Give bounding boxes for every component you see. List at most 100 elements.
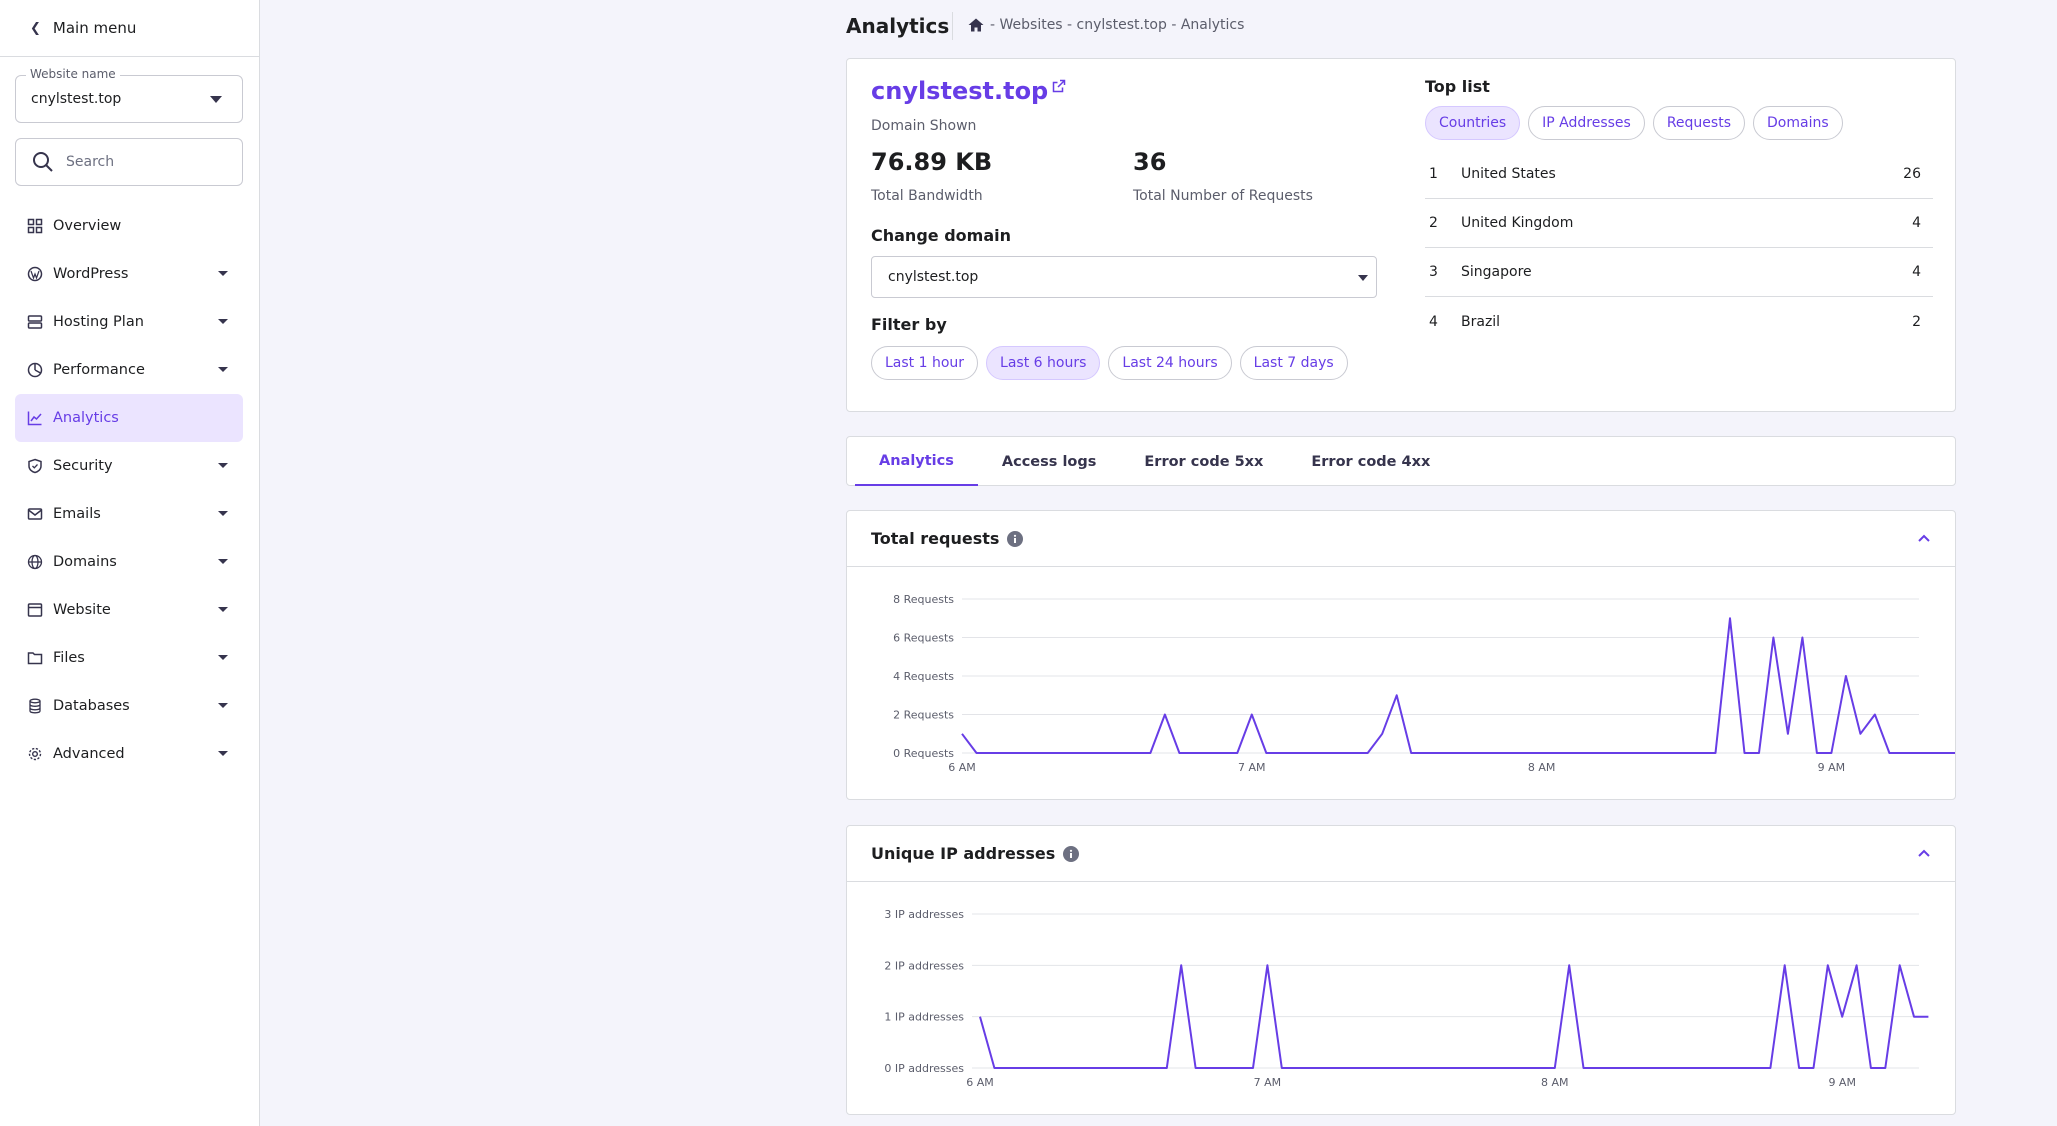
external-link-icon[interactable] (1052, 79, 1066, 93)
row-name: Singapore (1461, 264, 1532, 280)
caret-down-icon (218, 751, 228, 756)
home-icon[interactable] (968, 18, 984, 32)
sidebar-item-label: Emails (53, 506, 101, 522)
chevron-up-icon[interactable] (1917, 531, 1931, 545)
sidebar-item-emails[interactable]: Emails (15, 490, 243, 538)
caret-down-icon (218, 319, 228, 324)
table-row: 3 Singapore 4 (1425, 248, 1933, 297)
search-box[interactable] (15, 138, 243, 186)
sidebar-item-hosting-plan[interactable]: Hosting Plan (15, 298, 243, 346)
sidebar-item-databases[interactable]: Databases (15, 682, 243, 730)
main-menu-link[interactable]: ❮ Main menu (0, 0, 259, 57)
folder-icon (27, 652, 43, 665)
top-list-tab-domains[interactable]: Domains (1753, 106, 1843, 140)
y-tick-label: 2 Requests (893, 709, 954, 722)
row-count: 26 (1903, 166, 1921, 182)
caret-down-icon (218, 511, 228, 516)
caret-down-icon (218, 655, 228, 660)
y-tick-label: 0 IP addresses (884, 1062, 964, 1075)
search-input[interactable] (66, 154, 216, 170)
x-tick-label: 6 AM (966, 1076, 994, 1089)
filter-last-6-hours[interactable]: Last 6 hours (986, 346, 1101, 380)
filter-last-7-days[interactable]: Last 7 days (1239, 346, 1348, 380)
x-tick-label: 8 AM (1541, 1076, 1569, 1089)
info-icon[interactable] (1063, 845, 1080, 862)
row-name: United States (1461, 166, 1556, 182)
unique-ip-chart: 0 IP addresses 1 IP addresses 2 IP address… (884, 908, 1929, 1089)
sidebar-item-domains[interactable]: Domains (15, 538, 243, 586)
series-line (961, 617, 1955, 754)
tab-analytics[interactable]: Analytics (855, 437, 978, 486)
top-list-tab-requests[interactable]: Requests (1652, 106, 1745, 140)
info-icon[interactable] (1007, 530, 1024, 547)
sidebar-item-performance[interactable]: Performance (15, 346, 243, 394)
domain-shown-label: Domain Shown (871, 118, 977, 134)
y-tick-label: 0 Requests (893, 747, 954, 760)
change-domain-value: cnylstest.top (888, 269, 979, 285)
sidebar-item-label: Files (53, 650, 85, 666)
website-name-label: Website name (26, 67, 120, 81)
domain-link[interactable]: cnylstest.top (871, 77, 1066, 105)
top-list-tabs: Countries IP Addresses Requests Domains (1425, 106, 1843, 140)
y-tick-label: 4 Requests (893, 670, 954, 683)
sidebar-item-wordpress[interactable]: WordPress (15, 250, 243, 298)
sidebar-item-website[interactable]: Website (15, 586, 243, 634)
row-rank: 2 (1429, 215, 1438, 231)
x-tick-label: 9 AM (1818, 761, 1846, 774)
tab-error-code-5xx[interactable]: Error code 5xx (1144, 453, 1264, 470)
total-requests-chart: 0 Requests 2 Requests 4 Requests 6 Requests… (893, 593, 1955, 774)
website-name-value: cnylstest.top (31, 91, 122, 107)
caret-down-icon (210, 96, 222, 103)
bandwidth-value: 76.89 KB (871, 148, 993, 176)
x-tick-label: 7 AM (1238, 761, 1266, 774)
x-tick-label: 7 AM (1254, 1076, 1282, 1089)
table-row: 1 United States 26 (1425, 150, 1933, 199)
top-list-table: 1 United States 26 2 United Kingdom 4 3 … (1425, 150, 1933, 346)
x-tick-label: 9 AM (1828, 1076, 1856, 1089)
breadcrumb: - Websites - cnylstest.top - Analytics (968, 17, 1244, 33)
caret-down-icon (218, 703, 228, 708)
sidebar-item-label: Databases (53, 698, 130, 714)
sidebar-item-analytics[interactable]: Analytics (15, 394, 243, 442)
main-menu-label: Main menu (52, 19, 137, 37)
top-list-title: Top list (1425, 77, 1490, 96)
top-list-tab-ip-addresses[interactable]: IP Addresses (1528, 106, 1645, 140)
shield-icon (28, 458, 42, 474)
browser-window-icon (27, 603, 43, 617)
chart-header: Total requests (847, 511, 1955, 567)
gear-icon (28, 747, 42, 761)
website-name-select[interactable]: Website name cnylstest.top (15, 67, 243, 123)
sidebar-item-label: Advanced (53, 746, 125, 762)
caret-down-icon (218, 271, 228, 276)
caret-down-icon (218, 607, 228, 612)
sidebar-item-security[interactable]: Security (15, 442, 243, 490)
x-tick-label: 6 AM (948, 761, 976, 774)
row-count: 2 (1912, 313, 1921, 330)
y-tick-label: 3 IP addresses (884, 908, 964, 921)
mail-icon (27, 508, 43, 520)
row-count: 4 (1912, 215, 1921, 231)
database-icon (29, 698, 41, 714)
time-filter-group: Last 1 hour Last 6 hours Last 24 hours L… (871, 346, 1348, 380)
caret-down-icon (218, 463, 228, 468)
filter-last-24-hours[interactable]: Last 24 hours (1108, 346, 1232, 380)
domain-name[interactable]: cnylstest.top (871, 77, 1049, 105)
hosting-plan-icon (27, 315, 43, 329)
total-requests-card: Total requests 0 Requests 2 Requests 4 Req… (846, 510, 1956, 800)
tab-access-logs[interactable]: Access logs (1001, 453, 1097, 470)
filter-last-1-hour[interactable]: Last 1 hour (871, 346, 979, 380)
bandwidth-label: Total Bandwidth (871, 188, 983, 204)
change-domain-select[interactable]: cnylstest.top (871, 256, 1377, 298)
filter-by-label: Filter by (871, 315, 947, 334)
top-list-tab-countries[interactable]: Countries (1425, 106, 1521, 140)
sidebar-item-overview[interactable]: Overview (15, 202, 243, 250)
y-tick-label: 6 Requests (893, 632, 954, 645)
breadcrumb-trail[interactable]: - Websites - cnylstest.top - Analytics (990, 17, 1245, 33)
sidebar-item-files[interactable]: Files (15, 634, 243, 682)
sidebar-item-advanced[interactable]: Advanced (15, 730, 243, 778)
tab-error-code-4xx[interactable]: Error code 4xx (1311, 453, 1431, 470)
sidebar-item-label: Performance (53, 362, 145, 378)
sidebar-nav: Overview WordPress Hosting Plan Performa… (15, 202, 243, 778)
chevron-up-icon[interactable] (1917, 846, 1931, 860)
header-divider (952, 12, 953, 40)
